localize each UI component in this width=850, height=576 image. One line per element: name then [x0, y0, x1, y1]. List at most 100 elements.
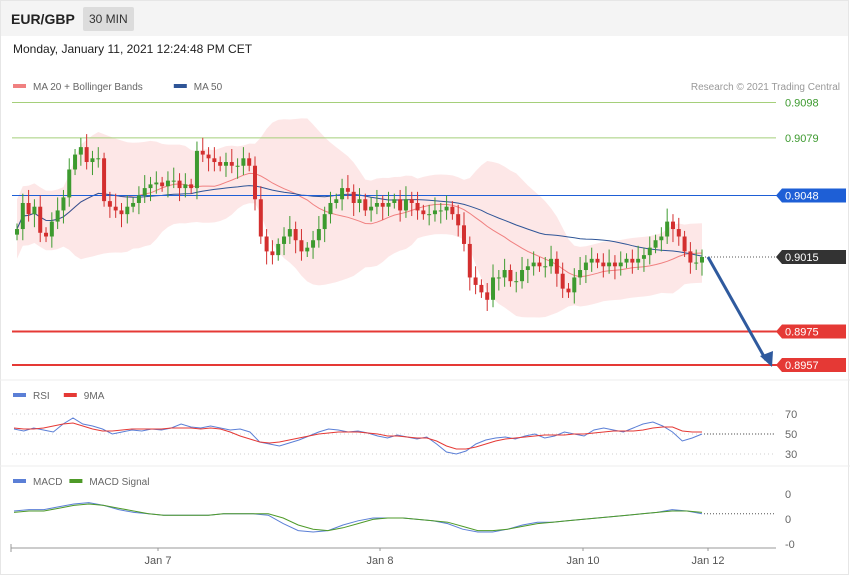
candle-body [432, 210, 437, 215]
candle-body [601, 262, 606, 267]
candle-body [374, 202, 379, 207]
candle-body [508, 270, 513, 282]
interval-badge[interactable]: 30 MIN [83, 7, 134, 31]
macd-signal-line [13, 503, 703, 532]
candle-body [514, 281, 519, 283]
candle-body [438, 210, 443, 212]
candle-body [467, 243, 472, 278]
candle-body [653, 240, 658, 248]
candle-body [525, 266, 530, 271]
price-tag [776, 324, 846, 339]
candle-body [566, 288, 571, 293]
candle-body [520, 270, 525, 282]
candle-body [15, 229, 19, 235]
candle-body [415, 202, 420, 211]
candle-body [183, 184, 188, 189]
candle-body [78, 147, 83, 155]
candle-body [61, 197, 66, 211]
rsi-tick-label: 50 [785, 429, 797, 441]
candle-body [537, 262, 542, 267]
candle-body [258, 199, 263, 237]
candle-body [386, 202, 391, 207]
x-tick-label: Jan 12 [691, 555, 724, 567]
forecast-arrowhead [760, 351, 773, 367]
legend-swatch [13, 479, 26, 483]
candle-body [177, 180, 182, 189]
candle-body [380, 202, 385, 207]
ma20-line [16, 172, 703, 278]
symbol-title: EUR/GBP [11, 11, 75, 27]
candle-body [154, 182, 159, 185]
candle-body [665, 221, 670, 237]
candle-body [241, 158, 246, 166]
candle-body [554, 258, 559, 274]
candle-body [589, 258, 594, 263]
candle-body [502, 270, 507, 278]
candle-body [340, 188, 345, 200]
legend-label: MACD Signal [89, 477, 149, 488]
candle-body [595, 258, 600, 263]
candle-body [403, 199, 408, 211]
candle-body [398, 199, 403, 211]
bollinger-band [17, 118, 702, 318]
price-tag [776, 357, 846, 372]
candle-body [700, 256, 704, 263]
candle-body [334, 199, 339, 203]
candle-body [84, 147, 89, 163]
candle-body [618, 262, 623, 267]
candle-body [607, 262, 612, 267]
price-tag-label: 0.8975 [785, 326, 819, 338]
legend-swatch [13, 84, 26, 88]
candle-body [531, 262, 536, 267]
candle-body [90, 158, 95, 163]
price-tag [776, 188, 846, 203]
candle-body [136, 195, 141, 203]
rsi-ma-line [13, 422, 702, 450]
candle-body [287, 229, 292, 237]
legend-swatch [63, 393, 77, 397]
candle-body [102, 158, 107, 202]
candle-body [38, 206, 43, 233]
timestamp: Monday, January 11, 2021 12:24:48 PM CET [13, 42, 253, 56]
x-tick-label: Jan 8 [367, 555, 394, 567]
candle-body [572, 277, 577, 293]
candle-body [212, 158, 217, 163]
candle-body [218, 162, 223, 166]
macd-tick-label: -0 [785, 539, 795, 551]
candle-body [276, 243, 281, 256]
candle-body [363, 199, 368, 211]
candle-body [636, 258, 641, 263]
candle-body [473, 277, 478, 285]
candle-body [444, 206, 449, 211]
candle-body [131, 202, 136, 207]
candle-body [189, 184, 194, 189]
candle-body [305, 247, 310, 252]
candle-body [206, 154, 211, 159]
candle-body [583, 262, 588, 271]
rsi-line [13, 417, 703, 455]
candle-body [682, 236, 687, 252]
macd-line [13, 502, 703, 533]
candle-body [409, 199, 414, 203]
candle-body [160, 182, 165, 187]
candle-body [427, 214, 432, 216]
candle-body [630, 258, 635, 263]
candle-body [676, 229, 681, 237]
legend-swatch [69, 479, 83, 483]
candle-body [194, 150, 199, 189]
candle-body [450, 206, 455, 215]
candle-body [311, 240, 316, 248]
candle-body [647, 247, 652, 256]
candle-body [171, 180, 176, 182]
candle-body [670, 221, 675, 230]
price-tag-label: 0.9048 [785, 191, 819, 203]
candle-body [694, 262, 699, 264]
candle-body [345, 188, 350, 192]
legend-swatch [173, 84, 187, 88]
candle-body [247, 158, 252, 166]
forecast-arrow [706, 256, 768, 361]
candle-body [264, 236, 269, 252]
candle-body [688, 251, 693, 263]
price-tag-label: 0.9098 [785, 97, 819, 109]
candle-body [328, 202, 333, 215]
